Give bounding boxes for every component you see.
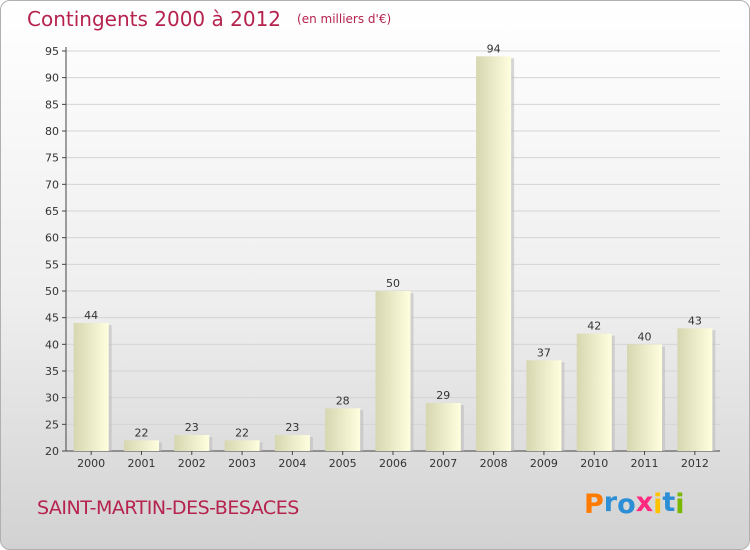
bar-2003 (224, 440, 260, 451)
bar-2004 (274, 435, 310, 451)
y-tick-label: 80 (45, 125, 59, 138)
bar-2008 (476, 56, 512, 451)
value-label-2002: 23 (185, 421, 199, 434)
value-label-2000: 44 (84, 309, 98, 322)
y-tick-label: 50 (45, 285, 59, 298)
bar-2002 (174, 435, 210, 451)
bar-2007 (425, 403, 461, 451)
x-tick-label-2001: 2001 (127, 457, 155, 470)
x-tick-label-2009: 2009 (530, 457, 558, 470)
brand-letter: i (675, 489, 685, 520)
brand-letter: t (662, 487, 676, 518)
x-tick-label-2003: 2003 (228, 457, 256, 470)
y-tick-label: 75 (45, 152, 59, 165)
y-tick-label: 85 (45, 98, 59, 111)
y-tick-label: 70 (45, 178, 59, 191)
y-tick-label: 35 (45, 365, 59, 378)
x-tick-label-2005: 2005 (329, 457, 357, 470)
value-label-2001: 22 (134, 426, 148, 439)
value-label-2011: 40 (638, 330, 652, 343)
x-tick-label-2010: 2010 (580, 457, 608, 470)
value-label-2005: 28 (336, 394, 350, 407)
brand-letter: P (584, 489, 604, 520)
value-label-2004: 23 (285, 421, 299, 434)
value-label-2003: 22 (235, 426, 249, 439)
y-tick-label: 65 (45, 205, 59, 218)
x-tick-label-2006: 2006 (379, 457, 407, 470)
bar-2011 (627, 344, 663, 451)
bar-2000 (73, 323, 109, 451)
value-label-2009: 37 (537, 346, 551, 359)
x-tick-label-2012: 2012 (681, 457, 709, 470)
value-label-2007: 29 (436, 389, 450, 402)
unit-label: (en milliers d'€) (297, 12, 392, 26)
proxiti-logo[interactable]: Proxiti (584, 487, 685, 520)
bar-2006 (375, 291, 411, 451)
value-label-2008: 94 (487, 42, 501, 55)
y-tick-label: 95 (45, 45, 59, 58)
y-tick-label: 90 (45, 72, 59, 85)
x-tick-label-2007: 2007 (429, 457, 457, 470)
chart-title: Contingents 2000 à 2012 (en milliers d'€) (27, 7, 391, 31)
title-text: Contingents 2000 à 2012 (27, 7, 282, 31)
bars: 44 22 23 22 23 28 50 29 94 37 42 40 43 (73, 42, 716, 451)
x-tick-label-2000: 2000 (77, 457, 105, 470)
brand-letter: x (635, 487, 654, 518)
brand-letter: r (603, 487, 618, 518)
y-tick-label: 45 (45, 312, 59, 325)
brand-letter: i (653, 489, 663, 520)
value-label-2012: 43 (688, 314, 702, 327)
value-label-2010: 42 (587, 320, 601, 333)
x-tick-label-2008: 2008 (480, 457, 508, 470)
value-label-2006: 50 (386, 277, 400, 290)
bar-2001 (123, 440, 159, 451)
town-name: SAINT-MARTIN-DES-BESACES (37, 497, 299, 519)
y-tick-label: 55 (45, 258, 59, 271)
x-tick-label-2002: 2002 (178, 457, 206, 470)
x-tick-label-2004: 2004 (278, 457, 306, 470)
x-tick-label-2011: 2011 (631, 457, 659, 470)
bar-2012 (677, 328, 713, 451)
y-tick-label: 60 (45, 232, 59, 245)
y-tick-label: 25 (45, 418, 59, 431)
bar-2009 (526, 360, 562, 451)
y-tick-label: 20 (45, 445, 59, 458)
y-tick-label: 40 (45, 338, 59, 351)
bar-2005 (325, 408, 361, 451)
y-tick-label: 30 (45, 392, 59, 405)
brand-letter: o (617, 489, 636, 520)
bar-2010 (576, 333, 612, 451)
